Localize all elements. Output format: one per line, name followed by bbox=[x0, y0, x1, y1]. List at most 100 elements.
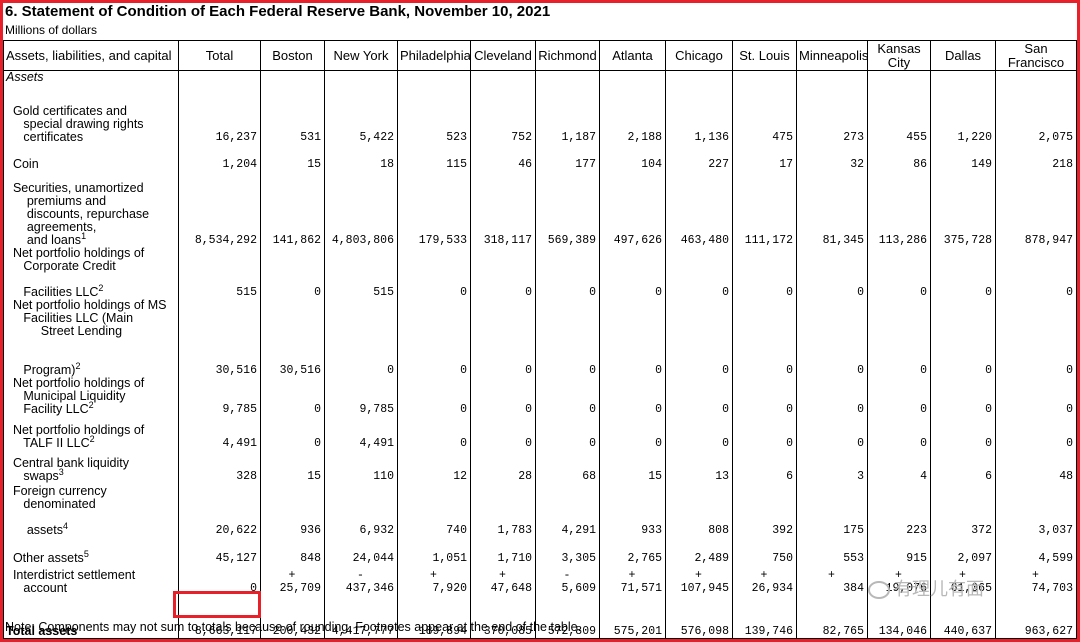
value-cell: 575,201 bbox=[599, 595, 666, 639]
value-cell: +74,703 bbox=[995, 565, 1077, 595]
value-cell: 750 bbox=[732, 537, 797, 565]
value-cell: 139,746 bbox=[732, 595, 797, 639]
footnote: Note: Components may not sum to totals b… bbox=[5, 620, 582, 634]
value-cell: 4,491 bbox=[324, 416, 398, 450]
value-cell: 177 bbox=[535, 144, 600, 171]
column-header: Cleveland bbox=[470, 40, 536, 71]
value-cell: 531 bbox=[260, 84, 325, 144]
value-cell: 963,627 bbox=[995, 595, 1077, 639]
value-cell: 848 bbox=[260, 537, 325, 565]
value-cell: 569,389 bbox=[535, 171, 600, 247]
value-cell: 6 bbox=[732, 450, 797, 483]
value-cell: 0 bbox=[470, 377, 536, 416]
row-label: Gold certificates and special drawing ri… bbox=[3, 84, 179, 144]
table-row: Other assets5 45,127 848 24,044 1,051 1,710 3,… bbox=[3, 537, 1077, 565]
value-cell: 0 bbox=[665, 247, 733, 299]
value-cell: 4,599 bbox=[995, 537, 1077, 565]
column-header: Chicago bbox=[665, 40, 733, 71]
value-cell: 392 bbox=[732, 483, 797, 537]
value-cell: 752 bbox=[470, 84, 536, 144]
table-row: Total assets 8,663,117 200,432 4,417,777 189… bbox=[3, 595, 1077, 639]
table-body: Assets Gold certificates and special dra… bbox=[3, 70, 1077, 639]
column-header: Total bbox=[178, 40, 261, 71]
value-cell: 440,637 bbox=[930, 595, 996, 639]
value-cell: 0 bbox=[665, 299, 733, 377]
table-row: Net portfolio holdings of Corporate Cred… bbox=[3, 247, 1077, 299]
row-label-text: Net portfolio holdings of Municipal Liqu… bbox=[12, 377, 145, 416]
value-cell: 515 bbox=[324, 247, 398, 299]
page-title: 6. Statement of Condition of Each Federa… bbox=[5, 3, 551, 20]
value-cell: 0 bbox=[535, 247, 600, 299]
value-cell: 3,305 bbox=[535, 537, 600, 565]
section-label: Assets bbox=[3, 70, 179, 84]
total-assets-highlight-box bbox=[173, 591, 261, 618]
footnote-marker: 3 bbox=[58, 466, 64, 477]
row-label: Central bank liquidity swaps3 bbox=[3, 450, 179, 483]
row-label: Foreign currency denominated assets4 bbox=[3, 483, 179, 537]
value-cell: 141,862 bbox=[260, 171, 325, 247]
value-cell: 20,622 bbox=[178, 483, 261, 537]
value-cell: 740 bbox=[397, 483, 471, 537]
value-cell: 175 bbox=[796, 483, 868, 537]
value-cell: 189,894 bbox=[397, 595, 471, 639]
value-cell: 200,432 bbox=[260, 595, 325, 639]
value-cell: +107,945 bbox=[665, 565, 733, 595]
value-cell: 1,220 bbox=[930, 84, 996, 144]
table-row: Central bank liquidity swaps3 328 15 110 12 2… bbox=[3, 450, 1077, 483]
value-cell: 0 bbox=[470, 299, 536, 377]
row-label-text: Gold certificates and special drawing ri… bbox=[12, 104, 144, 144]
value-cell: 0 bbox=[995, 416, 1077, 450]
value-cell: 81,345 bbox=[796, 171, 868, 247]
value-cell: 0 bbox=[397, 299, 471, 377]
value-cell: -5,609 bbox=[535, 565, 600, 595]
value-cell: 134,046 bbox=[867, 595, 931, 639]
value-cell: 15 bbox=[599, 450, 666, 483]
value-cell: 1,136 bbox=[665, 84, 733, 144]
value-cell: 0 bbox=[599, 247, 666, 299]
value-cell: 0 bbox=[995, 377, 1077, 416]
row-label: Net portfolio holdings of Corporate Cred… bbox=[3, 247, 179, 299]
table-row: Gold certificates and special drawing ri… bbox=[3, 84, 1077, 144]
value-cell: 0 bbox=[732, 416, 797, 450]
column-header: New York bbox=[324, 40, 398, 71]
value-cell: 227 bbox=[665, 144, 733, 171]
value-cell: 0 bbox=[599, 416, 666, 450]
value-cell: 0 bbox=[260, 247, 325, 299]
value-cell: 0 bbox=[324, 299, 398, 377]
value-cell: 45,127 bbox=[178, 537, 261, 565]
value-cell: 0 bbox=[930, 377, 996, 416]
value-cell: 15 bbox=[260, 450, 325, 483]
value-cell: 115 bbox=[397, 144, 471, 171]
row-label: Total assets bbox=[3, 595, 179, 639]
value-cell: 9,785 bbox=[178, 377, 261, 416]
value-cell: 523 bbox=[397, 84, 471, 144]
header-row: Assets, liabilities, and capital Total B… bbox=[3, 40, 1077, 71]
value-cell: 0 bbox=[260, 416, 325, 450]
footnote-marker: 5 bbox=[83, 548, 89, 559]
value-cell: 0 bbox=[867, 377, 931, 416]
row-label: Coin bbox=[3, 144, 179, 171]
page-subtitle: Millions of dollars bbox=[5, 23, 98, 37]
value-cell: 933 bbox=[599, 483, 666, 537]
row-label: Net portfolio holdings of MS Facilities … bbox=[3, 299, 179, 377]
column-header: Boston bbox=[260, 40, 325, 71]
row-label-text: Total assets bbox=[6, 623, 78, 638]
value-cell: 0 bbox=[599, 377, 666, 416]
row-label: Securities, unamortized premiums and dis… bbox=[3, 171, 179, 247]
table-row: Net portfolio holdings of MS Facilities … bbox=[3, 299, 1077, 377]
row-label: Net portfolio holdings of Municipal Liqu… bbox=[3, 377, 179, 416]
footnote-marker: 2 bbox=[75, 360, 81, 371]
value-cell: 0 bbox=[796, 377, 868, 416]
value-cell: 0 bbox=[930, 416, 996, 450]
row-label: Interdistrict settlement account bbox=[3, 565, 179, 595]
column-header: Assets, liabilities, and capital bbox=[3, 40, 179, 71]
value-cell: 576,098 bbox=[665, 595, 733, 639]
value-cell: 28 bbox=[470, 450, 536, 483]
value-cell: 0 bbox=[732, 299, 797, 377]
value-cell: 4,491 bbox=[178, 416, 261, 450]
value-cell: 0 bbox=[665, 377, 733, 416]
value-cell: 0 bbox=[796, 247, 868, 299]
column-header: Philadelphia bbox=[397, 40, 471, 71]
value-cell: 110 bbox=[324, 450, 398, 483]
statement-table: Assets, liabilities, and capital Total B… bbox=[3, 40, 1077, 639]
